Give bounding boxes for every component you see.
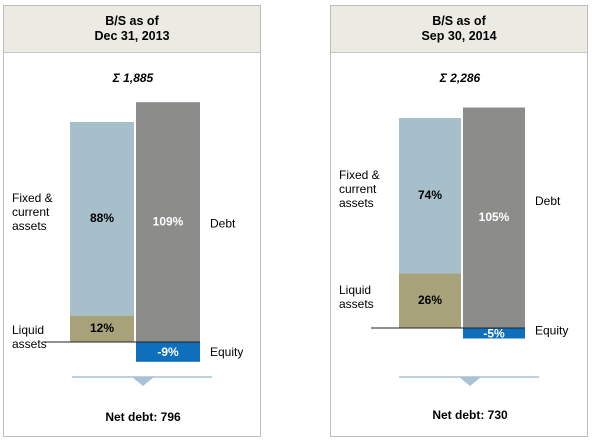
down-arrow-icon (459, 377, 481, 386)
data-label-equity: -9% (157, 345, 179, 359)
data-label-liquid: 26% (418, 293, 442, 307)
label-fixed-current-assets: current (12, 205, 50, 219)
total-label: Σ 1,885 (112, 71, 154, 85)
net-debt-label: Net debt: 796 (105, 410, 181, 424)
panel-header: B/S as of Sep 30, 2014 (331, 6, 587, 53)
balance-sheet-panel-2013: B/S as of Dec 31, 2013 Σ 1,885 12% 88% 109%… (3, 5, 261, 437)
label-liquid-assets: Liquid (12, 323, 44, 337)
down-arrow-icon (132, 377, 154, 386)
data-label-liquid: 12% (90, 321, 114, 335)
label-fixed-current-assets: current (339, 182, 377, 196)
bar-liquid-assets (70, 315, 134, 342)
net-debt-label: Net debt: 730 (432, 408, 508, 422)
label-debt: Debt (210, 216, 236, 230)
balance-sheet-panel-2014: B/S as of Sep 30, 2014 Σ 2,286 26% 74% 105%… (330, 5, 588, 437)
label-equity: Equity (535, 323, 568, 337)
bar-fixed-current-assets (70, 122, 134, 316)
total-label: Σ 2,286 (439, 71, 481, 85)
data-label-equity: -5% (483, 326, 505, 340)
panel-title-line2: Sep 30, 2014 (421, 29, 497, 43)
data-label-debt: 105% (479, 210, 510, 224)
bar-equity (463, 328, 525, 339)
data-label-debt: 109% (153, 214, 184, 228)
bar-liquid-assets (399, 273, 461, 328)
bar-equity (136, 342, 200, 362)
label-debt: Debt (535, 194, 561, 208)
data-label-fixed: 74% (418, 188, 442, 202)
panel-header: B/S as of Dec 31, 2013 (4, 6, 260, 53)
panel-title-line2: Dec 31, 2013 (94, 29, 170, 43)
label-fixed-current-assets: assets (339, 196, 374, 210)
label-equity: Equity (210, 345, 243, 359)
bar-fixed-current-assets (399, 118, 461, 274)
panel-title-line1: B/S as of (105, 14, 159, 28)
label-fixed-current-assets: assets (12, 219, 47, 233)
bar-debt (136, 102, 200, 342)
bar-debt (463, 107, 525, 328)
label-fixed-current-assets: Fixed & (339, 168, 380, 182)
panel-title-line1: B/S as of (432, 14, 486, 28)
label-fixed-current-assets: Fixed & (12, 191, 53, 205)
label-liquid-assets: Liquid (339, 283, 371, 297)
label-liquid-assets: assets (339, 297, 374, 311)
label-liquid-assets: assets (12, 337, 47, 351)
data-label-fixed: 88% (90, 211, 114, 225)
